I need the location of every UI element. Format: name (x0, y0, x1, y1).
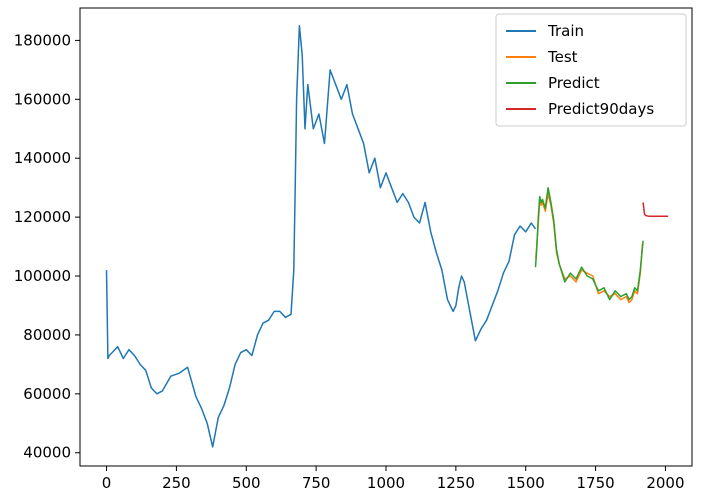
x-tick-label: 500 (232, 474, 261, 492)
y-tick-label: 60000 (23, 385, 71, 403)
y-axis: 40000 60000 80000 100000 120000 140000 160000 1… (14, 31, 80, 462)
x-tick-label: 250 (162, 474, 191, 492)
x-tick-label: 750 (302, 474, 331, 492)
y-tick-label: 100000 (14, 267, 71, 285)
legend-label: Predict90days (548, 100, 654, 118)
y-tick-label: 120000 (14, 208, 71, 226)
series-line-test (535, 192, 644, 304)
legend-label: Predict (548, 74, 600, 92)
x-tick-label: 1000 (367, 474, 405, 492)
x-tick-label: 2000 (646, 474, 684, 492)
y-tick-label: 180000 (14, 31, 71, 49)
x-tick-label: 1500 (507, 474, 545, 492)
series-line-train (105, 24, 537, 448)
x-axis: 0 250 500 750 1000 1250 1500 1750 2000 (102, 466, 685, 492)
x-tick-label: 1250 (437, 474, 475, 492)
y-tick-label: 160000 (14, 90, 71, 108)
y-tick-label: 140000 (14, 149, 71, 167)
legend-label: Train (547, 22, 584, 40)
legend-label: Test (547, 48, 578, 66)
series-line-predict90days (642, 202, 669, 217)
series-layer (105, 24, 669, 448)
legend-box (495, 13, 687, 127)
legend: Train Test Predict Predict90days (495, 13, 687, 127)
series-line-predict (534, 186, 644, 301)
x-tick-label: 1750 (576, 474, 614, 492)
x-tick-label: 0 (102, 474, 112, 492)
y-tick-label: 80000 (23, 326, 71, 344)
y-tick-label: 40000 (23, 444, 71, 462)
